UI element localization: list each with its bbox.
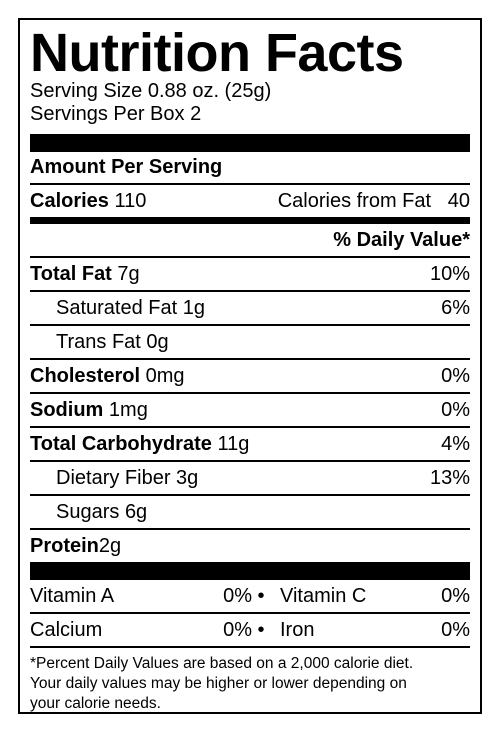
vitamin-a-value: 0%	[223, 584, 252, 607]
mineral-row: Calcium 0% • Iron 0%	[30, 614, 470, 648]
total-fat-amount: 7g	[117, 262, 140, 285]
nutrition-facts-label: Nutrition Facts Serving Size 0.88 oz. (2…	[18, 18, 482, 714]
amount-per-serving: Amount Per Serving	[30, 156, 223, 178]
sodium-amount: 1mg	[108, 398, 148, 421]
footnote-line-3: your calorie needs.	[30, 695, 161, 712]
serving-size: Serving Size 0.88 oz. (25g)	[30, 80, 272, 102]
daily-value-header: % Daily Value*	[30, 224, 470, 258]
vitamin-row: Vitamin A 0% • Vitamin C 0%	[30, 580, 470, 614]
calories-from-fat-cell: Calories from Fat 40	[278, 190, 470, 213]
dietary-fiber-amount: 3g	[176, 466, 199, 489]
trans-fat-amount: 0g	[146, 330, 169, 353]
dietary-fiber-row: Dietary Fiber 3g 13%	[30, 462, 470, 496]
sugars-amount: 6g	[124, 500, 148, 523]
bullet-separator: •	[257, 618, 265, 641]
dietary-fiber-label: Dietary Fiber	[56, 466, 171, 489]
footnote: *Percent Daily Values are based on a 2,0…	[30, 648, 470, 714]
saturated-fat-label: Saturated Fat	[56, 296, 178, 319]
total-fat-label: Total Fat	[30, 262, 112, 285]
servings-per-box: Servings Per Box 2	[30, 103, 202, 125]
thick-divider	[30, 134, 470, 152]
protein-amount: 2g	[98, 534, 122, 557]
vitamin-c-value: 0%	[441, 584, 470, 607]
sugars-label: Sugars	[56, 500, 120, 523]
cholesterol-dv: 0%	[441, 364, 470, 387]
calcium-label: Calcium	[30, 618, 103, 641]
sodium-row: Sodium 1mg 0%	[30, 394, 470, 428]
footnote-line-1: *Percent Daily Values are based on a 2,0…	[30, 655, 414, 672]
trans-fat-label: Trans Fat	[56, 330, 141, 353]
total-fat-dv: 10%	[429, 262, 470, 285]
sugars-row: Sugars 6g	[30, 496, 470, 530]
trans-fat-row: Trans Fat 0g	[30, 326, 470, 360]
calories-label: Calories	[30, 189, 109, 212]
calories-from-fat-value: 40	[447, 189, 470, 212]
footnote-line-2: Your daily values may be higher or lower…	[30, 675, 407, 692]
bullet-separator: •	[257, 584, 265, 607]
total-carbohydrate-amount: 11g	[217, 432, 250, 455]
iron-value: 0%	[441, 618, 470, 641]
protein-label: Protein	[30, 534, 99, 557]
protein-row: Protein2g	[30, 530, 470, 562]
total-fat-row: Total Fat 7g 10%	[30, 258, 470, 292]
label-title: Nutrition Facts	[30, 23, 404, 83]
total-carbohydrate-label: Total Carbohydrate	[30, 432, 212, 455]
calcium-value: 0%	[223, 618, 252, 641]
sodium-label: Sodium	[30, 398, 104, 421]
calories-cell: Calories 110	[30, 190, 146, 213]
calories-from-fat-label: Calories from Fat	[277, 189, 432, 212]
saturated-fat-amount: 1g	[182, 296, 205, 319]
cholesterol-label: Cholesterol	[30, 364, 141, 387]
sodium-dv: 0%	[441, 398, 470, 421]
cholesterol-amount: 0mg	[145, 364, 185, 387]
vitamin-a-label: Vitamin A	[30, 584, 115, 607]
thick-divider-vitamins	[30, 562, 470, 580]
cholesterol-row: Cholesterol 0mg 0%	[30, 360, 470, 394]
dietary-fiber-dv: 13%	[429, 466, 470, 489]
medium-divider	[30, 217, 470, 224]
iron-label: Iron	[280, 618, 315, 641]
total-carbohydrate-row: Total Carbohydrate 11g 4%	[30, 428, 470, 462]
saturated-fat-row: Saturated Fat 1g 6%	[30, 292, 470, 326]
saturated-fat-dv: 6%	[441, 296, 470, 319]
vitamin-c-label: Vitamin C	[280, 584, 367, 607]
calories-value: 110	[114, 189, 147, 212]
total-carbohydrate-dv: 4%	[441, 432, 470, 455]
calories-row: Calories 110 Calories from Fat 40	[30, 185, 470, 217]
thin-divider	[30, 183, 470, 185]
